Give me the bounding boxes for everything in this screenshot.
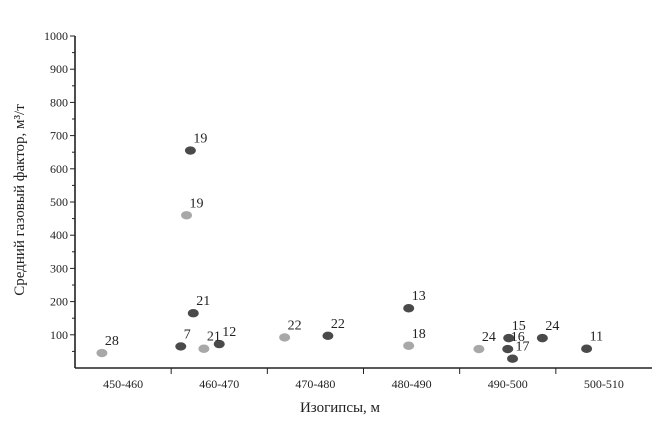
- data-label: 24: [545, 319, 559, 334]
- data-point: [503, 333, 515, 343]
- data-point: [473, 344, 485, 354]
- data-point: [279, 333, 291, 342]
- data-label: 22: [288, 318, 302, 333]
- data-point: [181, 211, 193, 220]
- data-point: [536, 333, 548, 343]
- data-label: 28: [105, 334, 119, 349]
- data-label: 15: [512, 319, 526, 334]
- y-axis-ticks: 100 200 300 400 500 600 700 800 900 1000: [44, 29, 75, 352]
- x-tick-label: 490-500: [488, 377, 528, 391]
- y-tick-label: 200: [50, 295, 68, 309]
- data-label: 7: [184, 327, 191, 342]
- data-label: 19: [193, 132, 207, 147]
- x-tick-label: 460-470: [199, 377, 239, 391]
- y-tick-label: 600: [50, 162, 68, 176]
- y-tick-label: 400: [50, 228, 68, 242]
- y-tick-label: 100: [50, 328, 68, 342]
- data-label: 16: [511, 330, 525, 345]
- data-point: [507, 354, 519, 363]
- data-label: 18: [412, 327, 426, 342]
- y-tick-label: 800: [50, 95, 68, 109]
- x-axis-ticks: 450-460 460-470 470-480 480-490 490-500 500-5…: [103, 368, 624, 391]
- data-point: [213, 339, 225, 349]
- data-point: [581, 344, 593, 353]
- data-label: 21: [196, 294, 210, 309]
- y-tick-label: 700: [50, 129, 68, 143]
- data-label: 19: [190, 196, 204, 211]
- data-point: [184, 146, 196, 155]
- x-tick-label: 450-460: [103, 377, 143, 391]
- x-tick-label: 500-510: [584, 377, 624, 391]
- y-tick-label: 900: [50, 62, 68, 76]
- data-point: [187, 309, 199, 318]
- data-point: [322, 331, 334, 340]
- data-point: [502, 344, 514, 354]
- data-point: [96, 348, 108, 358]
- data-point: [403, 304, 415, 313]
- y-axis-title: Средний газовый фактор, м³/т: [12, 104, 28, 296]
- data-label: 24: [482, 330, 496, 345]
- data-label: 17: [516, 340, 530, 355]
- data-label: 13: [412, 289, 426, 304]
- data-label: 12: [222, 325, 236, 340]
- y-tick-label: 500: [50, 195, 68, 209]
- x-tick-label: 470-480: [295, 377, 335, 391]
- x-tick-label: 480-490: [392, 377, 432, 391]
- y-tick-label: 300: [50, 261, 68, 275]
- data-point: [175, 342, 187, 351]
- data-label: 22: [331, 317, 345, 332]
- data-label: 11: [590, 330, 603, 345]
- data-point: [403, 341, 415, 350]
- data-label: 21: [207, 330, 221, 345]
- data-point: [198, 344, 210, 353]
- x-axis-title: Изогипсы, м: [300, 400, 381, 416]
- y-tick-label: 1000: [44, 29, 68, 43]
